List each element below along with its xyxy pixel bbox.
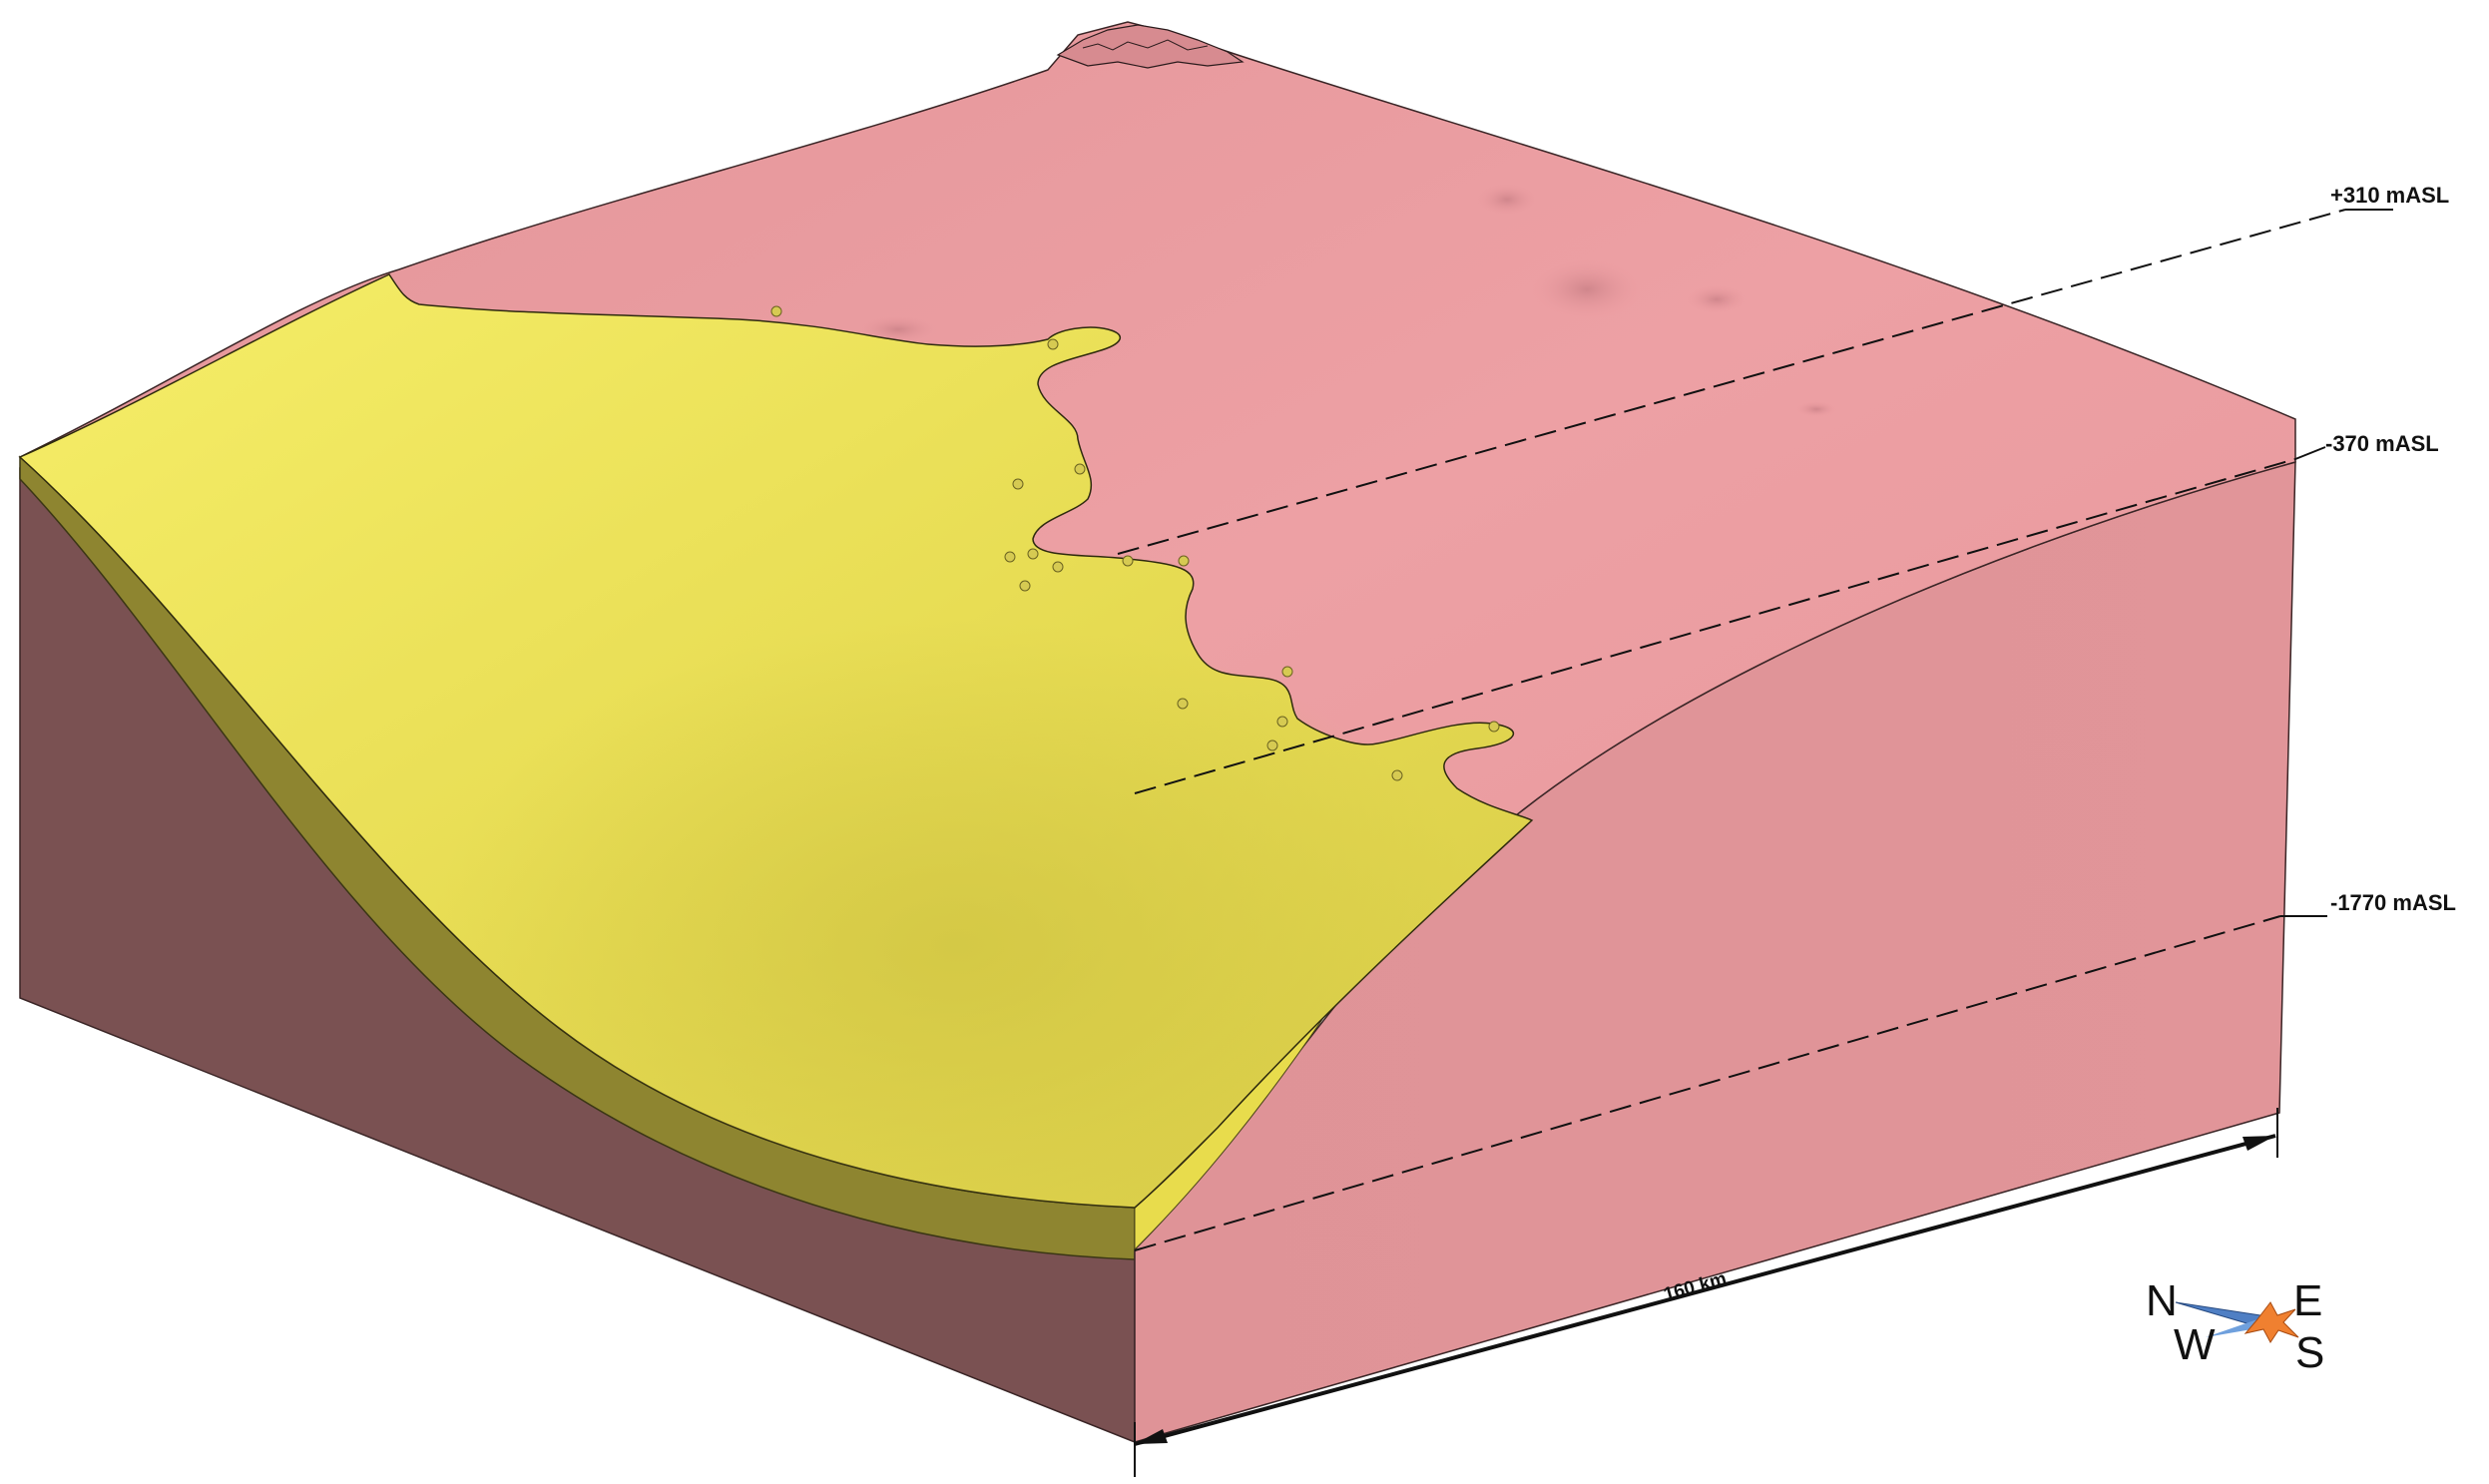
nodule — [1276, 716, 1288, 728]
guide-line-plus310 — [1117, 209, 2346, 555]
nodule — [1178, 555, 1190, 567]
nodule — [1266, 740, 1278, 751]
guide-line-minus370 — [1134, 458, 2296, 794]
guide-line-minus1770 — [1134, 915, 2281, 1251]
nodule — [1488, 721, 1500, 733]
nodule — [1052, 561, 1064, 573]
elevation-label-minus370: -370 mASL — [2325, 431, 2439, 456]
leader-minus370 — [2294, 446, 2326, 460]
terrain-hollow — [1477, 184, 1537, 216]
compass-needle-blue-lower — [2206, 1319, 2263, 1337]
terrain-hollow — [1796, 401, 1836, 417]
nodule — [1012, 478, 1024, 490]
elevation-label-minus1770: -1770 mASL — [2330, 890, 2456, 915]
scale-bar-line — [1134, 1134, 2276, 1446]
terrain-hollow — [1687, 285, 1746, 313]
nodule — [1004, 551, 1016, 563]
nodule — [1281, 666, 1293, 678]
summit-texture-detail — [1082, 39, 1209, 51]
yellow-surface-shading — [20, 274, 1532, 1208]
nodule — [1122, 555, 1134, 567]
compass-south: S — [2295, 1328, 2324, 1377]
scale-bar-arrow-right — [2242, 1136, 2275, 1151]
compass-north: N — [2146, 1276, 2178, 1325]
scale-bar-arrow-left — [1135, 1429, 1168, 1444]
compass-west: W — [2174, 1320, 2216, 1369]
contact-nodules — [770, 305, 1500, 781]
terrain-hollow — [1532, 259, 1642, 319]
nodule — [1047, 338, 1059, 350]
nodule — [770, 305, 782, 317]
compass-star-orange — [2243, 1301, 2299, 1343]
nodule — [1177, 698, 1189, 710]
nodule — [1027, 548, 1039, 560]
compass-east: E — [2293, 1276, 2322, 1325]
nodule — [1019, 580, 1031, 592]
nodule — [1391, 769, 1403, 781]
compass-rose: N W E S — [2146, 1276, 2324, 1377]
elevation-label-plus310: +310 mASL — [2330, 183, 2449, 208]
nodule — [1074, 463, 1086, 475]
